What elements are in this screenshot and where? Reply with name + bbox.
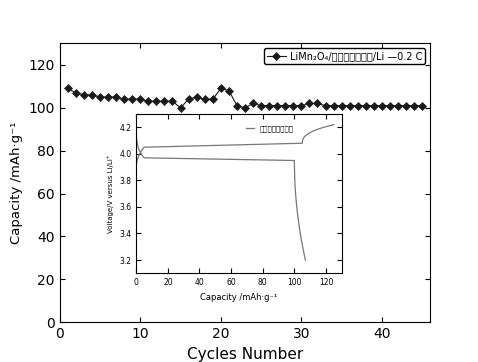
Y-axis label: Voltage/V versus Li/Li⁺: Voltage/V versus Li/Li⁺ bbox=[107, 154, 114, 233]
LiMn₂O₄/复合固态电解质/Li —0.2 C bbox=[226, 88, 232, 93]
LiMn₂O₄/复合固态电解质/Li —0.2 C bbox=[331, 104, 337, 108]
LiMn₂O₄/复合固态电解质/Li —0.2 C bbox=[73, 90, 79, 95]
LiMn₂O₄/复合固态电解质/Li —0.2 C bbox=[178, 106, 184, 110]
LiMn₂O₄/复合固态电解质/Li —0.2 C bbox=[403, 104, 409, 108]
Y-axis label: Capacity /mAh·g⁻¹: Capacity /mAh·g⁻¹ bbox=[10, 122, 23, 244]
LiMn₂O₄/复合固态电解质/Li —0.2 C bbox=[121, 97, 127, 101]
LiMn₂O₄/复合固态电解质/Li —0.2 C bbox=[234, 104, 240, 108]
LiMn₂O₄/复合固态电解质/Li —0.2 C bbox=[242, 106, 248, 110]
LiMn₂O₄/复合固态电解质/Li —0.2 C bbox=[258, 104, 264, 108]
X-axis label: Cycles Number: Cycles Number bbox=[187, 346, 303, 362]
LiMn₂O₄/复合固态电解质/Li —0.2 C bbox=[65, 86, 71, 90]
LiMn₂O₄/复合固态电解质/Li —0.2 C bbox=[186, 97, 192, 101]
Legend: 第五圈充放电曲线: 第五圈充放电曲线 bbox=[243, 122, 296, 134]
Legend: LiMn₂O₄/复合固态电解质/Li —0.2 C: LiMn₂O₄/复合固态电解质/Li —0.2 C bbox=[264, 48, 425, 64]
X-axis label: Capacity /mAh·g⁻¹: Capacity /mAh·g⁻¹ bbox=[200, 293, 278, 302]
LiMn₂O₄/复合固态电解质/Li —0.2 C bbox=[250, 101, 256, 106]
LiMn₂O₄/复合固态电解质/Li —0.2 C bbox=[162, 99, 167, 104]
LiMn₂O₄/复合固态电解质/Li —0.2 C bbox=[315, 101, 320, 106]
LiMn₂O₄/复合固态电解质/Li —0.2 C bbox=[170, 99, 175, 104]
LiMn₂O₄/复合固态电解质/Li —0.2 C bbox=[323, 104, 328, 108]
LiMn₂O₄/复合固态电解质/Li —0.2 C bbox=[371, 104, 377, 108]
LiMn₂O₄/复合固态电解质/Li —0.2 C bbox=[266, 104, 272, 108]
LiMn₂O₄/复合固态电解质/Li —0.2 C bbox=[130, 97, 135, 101]
LiMn₂O₄/复合固态电解质/Li —0.2 C bbox=[339, 104, 345, 108]
LiMn₂O₄/复合固态电解质/Li —0.2 C bbox=[145, 99, 151, 104]
LiMn₂O₄/复合固态电解质/Li —0.2 C bbox=[291, 104, 296, 108]
LiMn₂O₄/复合固态电解质/Li —0.2 C bbox=[298, 104, 304, 108]
LiMn₂O₄/复合固态电解质/Li —0.2 C bbox=[282, 104, 288, 108]
LiMn₂O₄/复合固态电解质/Li —0.2 C bbox=[395, 104, 401, 108]
Line: LiMn₂O₄/复合固态电解质/Li —0.2 C: LiMn₂O₄/复合固态电解质/Li —0.2 C bbox=[65, 86, 425, 110]
LiMn₂O₄/复合固态电解质/Li —0.2 C bbox=[306, 101, 312, 106]
LiMn₂O₄/复合固态电解质/Li —0.2 C bbox=[97, 95, 103, 99]
LiMn₂O₄/复合固态电解质/Li —0.2 C bbox=[355, 104, 360, 108]
LiMn₂O₄/复合固态电解质/Li —0.2 C bbox=[411, 104, 417, 108]
LiMn₂O₄/复合固态电解质/Li —0.2 C bbox=[274, 104, 280, 108]
LiMn₂O₄/复合固态电解质/Li —0.2 C bbox=[113, 95, 119, 99]
LiMn₂O₄/复合固态电解质/Li —0.2 C bbox=[387, 104, 393, 108]
LiMn₂O₄/复合固态电解质/Li —0.2 C bbox=[153, 99, 159, 104]
LiMn₂O₄/复合固态电解质/Li —0.2 C bbox=[210, 97, 216, 101]
LiMn₂O₄/复合固态电解质/Li —0.2 C bbox=[137, 97, 143, 101]
LiMn₂O₄/复合固态电解质/Li —0.2 C bbox=[89, 93, 95, 97]
LiMn₂O₄/复合固态电解质/Li —0.2 C bbox=[363, 104, 369, 108]
LiMn₂O₄/复合固态电解质/Li —0.2 C bbox=[218, 86, 224, 90]
LiMn₂O₄/复合固态电解质/Li —0.2 C bbox=[379, 104, 385, 108]
LiMn₂O₄/复合固态电解质/Li —0.2 C bbox=[194, 95, 199, 99]
LiMn₂O₄/复合固态电解质/Li —0.2 C bbox=[419, 104, 425, 108]
LiMn₂O₄/复合固态电解质/Li —0.2 C bbox=[105, 95, 111, 99]
LiMn₂O₄/复合固态电解质/Li —0.2 C bbox=[81, 93, 87, 97]
LiMn₂O₄/复合固态电解质/Li —0.2 C bbox=[347, 104, 353, 108]
LiMn₂O₄/复合固态电解质/Li —0.2 C bbox=[202, 97, 207, 101]
